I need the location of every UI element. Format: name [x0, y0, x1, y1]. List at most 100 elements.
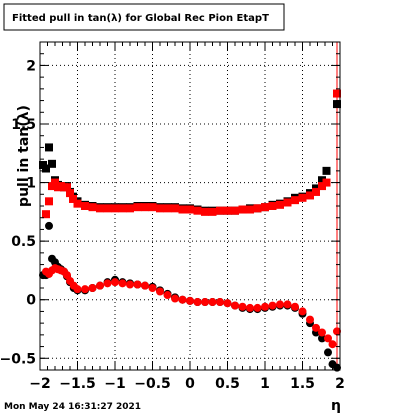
circle-marker — [156, 287, 164, 296]
square-marker — [103, 204, 112, 213]
circle-marker — [261, 302, 269, 311]
square-marker — [253, 204, 262, 213]
square-marker — [231, 206, 239, 215]
x-tick-label: 1.5 — [290, 376, 315, 392]
circle-marker — [231, 301, 239, 310]
square-marker — [223, 206, 232, 215]
circle-marker — [163, 291, 172, 300]
square-marker — [178, 205, 187, 214]
square-marker — [312, 187, 320, 196]
square-marker — [186, 205, 194, 214]
chart-title: Fitted pull in tan(λ) for Global Rec Pio… — [12, 13, 269, 24]
circle-marker — [208, 298, 217, 307]
square-marker — [81, 202, 89, 210]
x-tick-label: 0.5 — [215, 376, 240, 392]
y-tick-label: 0.5 — [11, 234, 36, 250]
circle-marker — [253, 303, 262, 312]
data-points — [39, 89, 341, 372]
circle-marker — [133, 280, 142, 289]
x-tick-label: −2 — [29, 376, 50, 392]
circle-marker — [291, 302, 299, 311]
square-marker — [201, 207, 209, 216]
square-marker — [141, 203, 149, 212]
circle-marker — [318, 334, 326, 343]
square-marker — [283, 198, 292, 207]
x-tick-label: 1 — [260, 376, 270, 392]
square-marker — [318, 176, 326, 185]
square-marker — [163, 204, 172, 213]
circle-marker — [73, 285, 82, 294]
circle-marker — [45, 221, 53, 230]
circle-marker — [178, 295, 187, 304]
square-marker — [291, 196, 299, 205]
circle-marker — [328, 340, 337, 349]
y-tick-label: −0.5 — [0, 351, 36, 367]
x-tick-label: 2 — [335, 376, 345, 392]
square-marker — [73, 199, 82, 208]
circle-marker — [312, 323, 320, 332]
circle-marker — [141, 281, 149, 290]
circle-marker — [333, 327, 341, 336]
square-marker — [238, 205, 247, 214]
square-marker — [333, 100, 341, 109]
square-marker — [276, 200, 284, 209]
circle-marker — [171, 294, 179, 303]
x-tick-label: −1.5 — [59, 376, 96, 392]
square-marker — [42, 164, 50, 173]
circle-marker — [88, 284, 97, 292]
square-marker — [69, 194, 77, 203]
title-box-border — [3, 3, 285, 31]
square-marker — [66, 189, 74, 198]
square-marker — [118, 204, 127, 213]
square-marker — [148, 203, 157, 212]
axis-ticks: −2 −1.5 −1 −0.5 0 0.5 1 1.5 2 −0.5 0 0.5 1 1.5 2 — [0, 42, 345, 392]
circle-marker — [186, 296, 194, 305]
square-marker — [333, 89, 341, 98]
square-marker — [48, 159, 56, 168]
square-marker — [268, 202, 277, 210]
x-tick-label: −1 — [104, 376, 125, 392]
circle-marker — [324, 334, 332, 343]
y-tick-label: 0 — [26, 293, 36, 309]
circle-marker — [298, 307, 307, 316]
square-marker — [111, 204, 119, 213]
square-marker — [322, 166, 331, 175]
circle-marker — [201, 298, 209, 307]
timestamp: Mon May 24 16:31:27 2021 — [4, 402, 141, 412]
circle-marker — [103, 279, 112, 288]
square-marker — [216, 206, 224, 215]
square-marker — [171, 204, 179, 213]
y-tick-label: 1.5 — [11, 117, 36, 133]
circle-marker — [306, 315, 314, 324]
circle-marker — [246, 303, 254, 312]
x-axis-label: η — [331, 398, 341, 414]
square-marker — [45, 143, 53, 152]
circle-marker — [276, 300, 284, 309]
title-box: Fitted pull in tan(λ) for Global Rec Pio… — [3, 3, 285, 31]
x-tick-label: −0.5 — [134, 376, 171, 392]
y-tick-label: 1 — [26, 176, 36, 192]
circle-marker — [111, 278, 119, 287]
y-tick-label: 2 — [26, 58, 36, 74]
square-marker — [298, 193, 307, 202]
circle-marker — [283, 300, 292, 309]
x-tick-label: 0 — [185, 376, 195, 392]
square-marker — [63, 183, 71, 192]
circle-marker — [81, 285, 89, 294]
circle-marker — [223, 299, 232, 308]
circle-marker — [216, 298, 224, 307]
circle-marker — [148, 284, 157, 292]
square-marker — [306, 191, 314, 200]
square-marker — [88, 203, 97, 212]
circle-marker — [96, 281, 104, 290]
square-marker — [42, 210, 50, 219]
circle-marker — [193, 298, 202, 307]
square-marker — [193, 206, 202, 215]
circle-marker — [318, 328, 326, 337]
circle-marker — [268, 301, 277, 310]
square-marker — [246, 205, 254, 214]
y-axis-label: pull in tan(λ) — [16, 105, 32, 207]
circle-marker — [126, 280, 134, 289]
circle-marker — [324, 348, 332, 357]
square-marker — [133, 203, 142, 212]
